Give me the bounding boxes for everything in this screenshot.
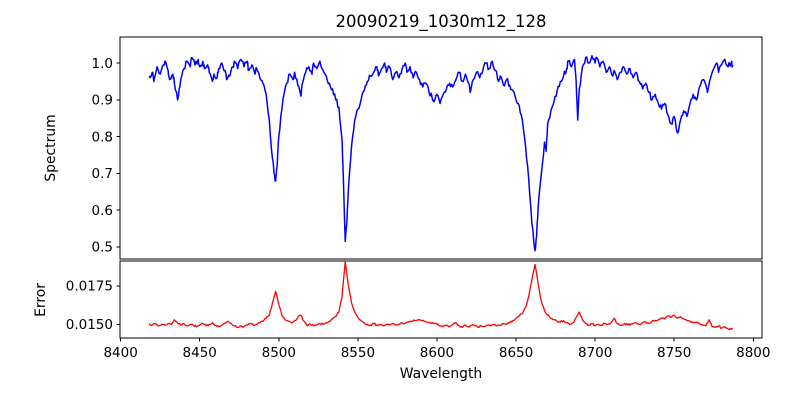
- y-tick-label: 0.0175: [66, 279, 113, 295]
- y-tick-label: 1.0: [92, 56, 113, 72]
- y-tick-label: 0.6: [92, 203, 113, 219]
- y-tick-label: 0.9: [92, 93, 113, 109]
- x-tick-label: 8650: [499, 345, 533, 361]
- y-tick-label: 0.7: [92, 166, 113, 182]
- x-tick-label: 8450: [183, 345, 217, 361]
- spectrum-line: [148, 54, 734, 252]
- x-tick-label: 8600: [420, 345, 454, 361]
- y-tick-label: 0.5: [92, 240, 113, 256]
- x-tick-label: 8750: [657, 345, 691, 361]
- y-tick-label: 0.0150: [66, 317, 113, 333]
- x-axis-label: Wavelength: [400, 366, 482, 382]
- x-tick-label: 8550: [341, 345, 375, 361]
- x-tick-label: 8800: [736, 345, 770, 361]
- error-line: [148, 261, 733, 331]
- error-y-axis-label: Error: [33, 283, 49, 317]
- x-tick-label: 8500: [262, 345, 296, 361]
- x-tick-label: 8400: [103, 345, 137, 361]
- axes-spines: [119, 260, 763, 339]
- y-tick-label: 0.8: [92, 129, 113, 145]
- axes-spines: [119, 36, 763, 260]
- chart-title: 20090219_1030m12_128: [335, 12, 546, 32]
- spectrum-y-axis-label: Spectrum: [43, 114, 59, 181]
- plot-layer: 1.0 0.9 0.8 0.7 0.6 0.5 0.0175 0.0150 8400 8450 85…: [66, 36, 770, 361]
- x-tick-label: 8700: [578, 345, 612, 361]
